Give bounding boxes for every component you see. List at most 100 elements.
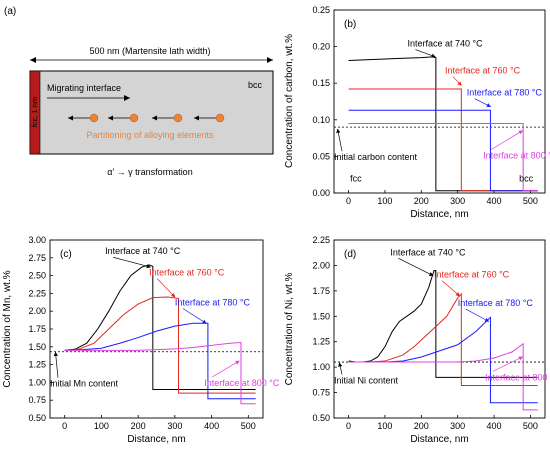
annotation-label: Interface at 800 °C <box>485 372 550 382</box>
x-tick-label: 400 <box>204 421 219 431</box>
x-tick-label: 500 <box>523 196 538 206</box>
y-tick-label: 0.05 <box>312 151 330 161</box>
panel-label: (b) <box>344 19 356 30</box>
x-axis-label: Distance, nm <box>410 434 468 445</box>
series-line-3 <box>348 109 538 192</box>
y-tick-label: 2.75 <box>28 253 46 263</box>
series-line-4 <box>64 341 256 405</box>
y-tick-label: 1.75 <box>312 286 330 296</box>
annotation-arrow <box>156 278 176 298</box>
x-tick-label: 100 <box>377 421 392 431</box>
annotation-label: Initial Ni content <box>334 375 399 385</box>
y-tick-label: 0.20 <box>312 42 330 52</box>
y-tick-label: 1.50 <box>28 342 46 352</box>
x-tick-label: 100 <box>377 196 392 206</box>
series-line-3 <box>348 316 538 404</box>
annotation-arrow <box>441 280 461 297</box>
annotation-arrow <box>492 356 524 372</box>
x-tick-label: 100 <box>94 421 109 431</box>
annotation-arrow <box>182 308 207 324</box>
x-tick-label: 0 <box>346 421 351 431</box>
lath-box <box>29 70 274 155</box>
annotation-label: Interface at 760 °C <box>445 66 521 76</box>
y-tick-label: 2.50 <box>28 271 46 281</box>
y-tick-label: 3.00 <box>28 235 46 245</box>
y-axis-label: Concentration of carbon, wt.% <box>284 34 295 168</box>
y-tick-label: 2.00 <box>28 306 46 316</box>
partitioning-arrows <box>68 113 225 123</box>
annotation-arrow <box>53 351 59 378</box>
annotation-arrow <box>474 98 492 107</box>
y-axis-label: Concentration of Ni, wt.% <box>284 272 295 385</box>
x-tick-label: 400 <box>487 421 502 431</box>
panel-a-label: (a) <box>4 6 16 17</box>
annotation-arrow <box>338 362 343 375</box>
annotation-label: Interface at 760 °C <box>149 268 225 278</box>
annotation-arrow <box>336 128 343 152</box>
annotation-label: Interface at 800 °C <box>483 151 550 161</box>
series-line-4 <box>348 342 538 411</box>
y-tick-label: 1.25 <box>28 360 46 370</box>
annotation-label: Interface at 740 °C <box>105 246 181 256</box>
migrating-interface-label: Migrating interface <box>47 83 121 93</box>
annotation-label: Interface at 740 °C <box>390 247 466 257</box>
series-line-2 <box>348 292 538 386</box>
annotation-arrow <box>212 360 240 378</box>
annotation-label: Interface at 740 °C <box>407 39 483 49</box>
series-line-3 <box>64 322 256 400</box>
partition-arrow-3 <box>152 113 183 123</box>
annotation-label: Interface at 780 °C <box>458 298 534 308</box>
x-tick-label: 0 <box>62 421 67 431</box>
solute-atom <box>89 113 99 123</box>
width-arrow-right-head <box>267 57 273 63</box>
x-tick-label: 500 <box>523 421 538 431</box>
solute-atom <box>129 113 139 123</box>
y-tick-label: 2.00 <box>312 260 330 270</box>
width-label: 500 nm (Martensite lath width) <box>89 46 210 56</box>
annotation-label: Interface at 780 °C <box>175 298 251 308</box>
partition-arrow-2 <box>108 113 139 123</box>
annotation-arrow <box>465 308 490 322</box>
partitioning-label: Partitioning of alloying elements <box>86 130 214 140</box>
x-tick-label: 300 <box>450 421 465 431</box>
width-arrow-left-head <box>30 57 36 63</box>
y-tick-label: 1.00 <box>28 377 46 387</box>
fcc-layer <box>29 70 41 155</box>
partition-arrow-1 <box>68 113 99 123</box>
x-tick-label: 0 <box>346 196 351 206</box>
series-line-1 <box>348 56 538 192</box>
region-label: bcc <box>519 173 534 183</box>
x-axis-label: Distance, nm <box>410 209 468 220</box>
x-tick-label: 300 <box>167 421 182 431</box>
y-tick-label: 0.50 <box>312 413 330 423</box>
y-tick-label: 1.25 <box>312 337 330 347</box>
annotation-arrow <box>452 76 462 86</box>
annotation-arrow <box>398 257 434 276</box>
chart-panel-b: 0 100 200 300 400 500 0.00 0.05 0.10 0.15 0.20 0.25… <box>284 5 550 220</box>
y-axis-label: Concentration of Mn, wt.% <box>2 270 13 387</box>
chart-panel-c: 0 100 200 300 400 500 0.50 0.75 1.00 1.25 1.50 1.75… <box>2 235 280 445</box>
y-tick-label: 2.25 <box>28 288 46 298</box>
x-tick-label: 400 <box>487 196 502 206</box>
fcc-layer-label: fcc, 1 nm <box>30 97 39 127</box>
annotation-label: Interface at 800 °C <box>204 378 280 388</box>
partition-arrow-4 <box>194 113 225 123</box>
series-line-2 <box>64 296 256 394</box>
solute-atom <box>215 113 225 123</box>
panel-label: (d) <box>344 249 356 260</box>
annotation-label: Interface at 780 °C <box>467 88 543 98</box>
series-line-1 <box>348 270 538 378</box>
y-tick-label: 0.75 <box>312 388 330 398</box>
annotation-arrow <box>112 256 151 269</box>
annotation-label: Interface at 760 °C <box>434 270 510 280</box>
annotation-label: Initial carbon content <box>334 152 418 162</box>
series-line-1 <box>64 264 256 391</box>
y-tick-label: 0.10 <box>312 115 330 125</box>
migrating-arrow-head <box>124 95 130 101</box>
y-tick-label: 1.75 <box>28 324 46 334</box>
region-label: fcc <box>350 173 362 183</box>
y-tick-label: 0.00 <box>312 188 330 198</box>
x-axis-label: Distance, nm <box>127 434 185 445</box>
y-tick-label: 0.50 <box>28 413 46 423</box>
panel-label: (c) <box>60 249 72 260</box>
